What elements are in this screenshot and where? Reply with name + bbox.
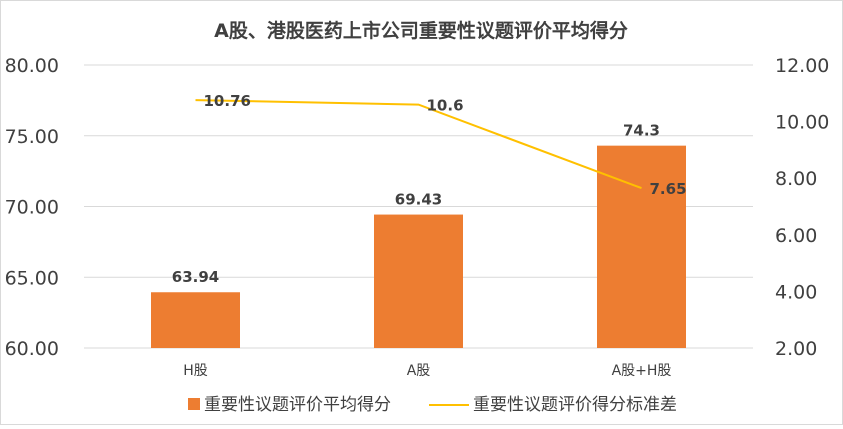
left-tick-label: 60.00	[5, 338, 59, 360]
legend-bar-label: 重要性议题评价平均得分	[204, 395, 391, 415]
left-tick-label: 80.00	[5, 55, 59, 77]
right-tick-label: 8.00	[775, 168, 817, 190]
bar-series	[151, 145, 686, 348]
legend-bar-swatch	[188, 398, 200, 410]
bar	[374, 214, 463, 348]
category-axis: H股 A股 A股+H股	[183, 363, 671, 379]
series-line	[195, 99, 642, 190]
right-tick-label: 12.00	[775, 55, 829, 77]
line-series	[195, 99, 642, 190]
line-data-label: 10.76	[204, 92, 251, 110]
right-tick-label: 10.00	[775, 112, 829, 134]
legend-line-label: 重要性议题评价得分标准差	[473, 395, 677, 415]
category-label: H股	[183, 363, 208, 379]
right-axis: 2.00 4.00 6.00 8.00 10.00 12.00	[775, 55, 829, 360]
bar	[151, 292, 240, 348]
left-tick-label: 75.00	[5, 126, 59, 148]
line-data-label: 7.65	[650, 180, 687, 198]
bar-data-label: 69.43	[395, 191, 442, 209]
right-tick-label: 2.00	[775, 338, 817, 360]
bar-data-label: 74.3	[623, 122, 660, 140]
category-label: A股+H股	[612, 363, 672, 379]
left-tick-label: 70.00	[5, 197, 59, 219]
bar-data-label: 63.94	[172, 268, 219, 286]
left-axis: 60.00 65.00 70.00 75.00 80.00	[5, 55, 59, 360]
legend: 重要性议题评价平均得分 重要性议题评价得分标准差	[188, 395, 677, 415]
bar	[597, 145, 686, 348]
data-labels: 63.94 69.43 74.3 10.76 10.6 7.65	[172, 92, 687, 286]
left-tick-label: 65.00	[5, 267, 59, 289]
category-label: A股	[407, 363, 431, 379]
line-data-label: 10.6	[427, 97, 464, 115]
chart-title: A股、港股医药上市公司重要性议题评价平均得分	[214, 19, 628, 42]
right-tick-label: 6.00	[775, 225, 817, 247]
right-tick-label: 4.00	[775, 281, 817, 303]
